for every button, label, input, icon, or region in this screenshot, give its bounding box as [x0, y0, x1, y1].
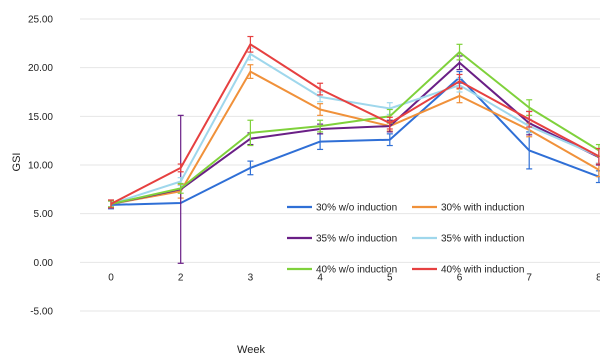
legend-label: 40% w/o induction — [316, 265, 397, 276]
legend-label: 40% with induction — [441, 265, 524, 276]
x-tick-label: 6 — [457, 272, 463, 283]
y-tick-label: 25.00 — [28, 15, 53, 26]
series-3 — [108, 55, 600, 264]
legend-item: 30% with induction — [412, 203, 524, 214]
legend-label: 30% with induction — [441, 203, 524, 214]
legend-item: 35% with induction — [412, 234, 524, 245]
series-lines — [108, 35, 600, 264]
legend-label: 35% w/o induction — [316, 234, 397, 245]
y-tick-label: 15.00 — [28, 112, 53, 123]
x-tick-label: 0 — [108, 272, 114, 283]
series-6 — [108, 35, 600, 209]
y-tick-label: -5.00 — [30, 307, 53, 318]
y-tick-label: 10.00 — [28, 161, 53, 172]
y-axis-ticks: 25.00 20.00 15.00 10.00 5.00 0.00 -5.00 — [28, 15, 53, 318]
series-line — [110, 76, 600, 206]
x-tick-label: 4 — [317, 272, 323, 283]
legend-item: 40% with induction — [412, 265, 524, 276]
x-tick-label: 5 — [387, 272, 393, 283]
y-axis-title: GSI — [11, 153, 23, 172]
x-axis-title: Week — [237, 344, 265, 356]
legend-item: 30% w/o induction — [287, 203, 397, 214]
legend-label: 35% with induction — [441, 234, 524, 245]
series-line — [110, 70, 600, 205]
x-tick-label: 7 — [526, 272, 532, 283]
series-line — [110, 43, 600, 205]
y-tick-label: 0.00 — [34, 258, 54, 269]
legend-label: 30% w/o induction — [316, 203, 397, 214]
legend-item: 40% w/o induction — [287, 265, 397, 276]
x-tick-label: 2 — [178, 272, 184, 283]
series-line — [110, 53, 600, 205]
series-5 — [108, 43, 600, 208]
x-tick-label: 8 — [596, 272, 600, 283]
series-line — [110, 51, 600, 205]
y-tick-label: 5.00 — [34, 209, 54, 220]
x-tick-label: 3 — [248, 272, 254, 283]
y-tick-label: 20.00 — [28, 63, 53, 74]
series-line — [110, 61, 600, 205]
gridlines — [80, 18, 600, 312]
x-axis-ticks: 0 2 3 4 5 6 7 8 — [108, 272, 600, 283]
legend-item: 35% w/o induction — [287, 234, 397, 245]
legend: 30% w/o induction 30% with induction 35% w… — [287, 203, 524, 276]
